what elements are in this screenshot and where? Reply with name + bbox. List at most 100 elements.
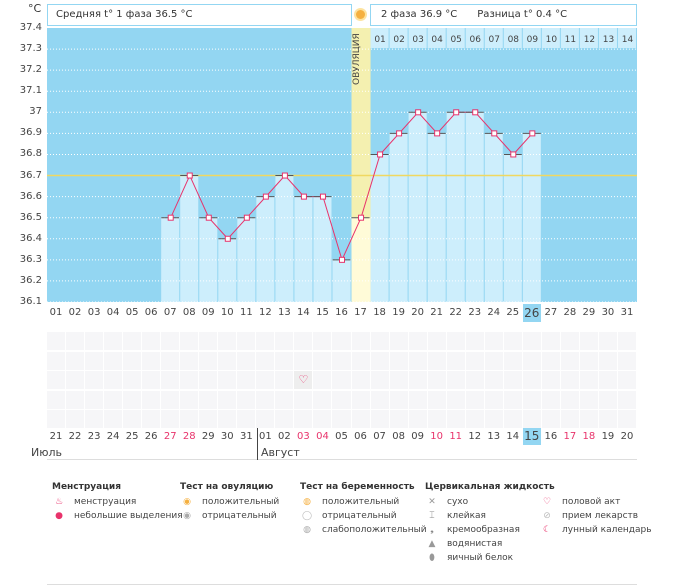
event-cell[interactable] <box>503 351 522 370</box>
cycle-day-label[interactable]: 10 <box>220 307 234 318</box>
event-cell[interactable] <box>123 351 142 370</box>
event-cell[interactable] <box>370 332 389 350</box>
event-cell[interactable] <box>389 390 408 409</box>
event-cell[interactable] <box>484 371 503 389</box>
event-cell[interactable] <box>446 371 465 389</box>
event-cell[interactable] <box>446 351 465 370</box>
cycle-day-label[interactable]: 18 <box>373 307 386 318</box>
event-cell[interactable] <box>332 371 351 389</box>
event-cell[interactable] <box>579 410 598 428</box>
event-cell[interactable] <box>598 410 617 428</box>
event-cell[interactable] <box>522 371 541 389</box>
event-cell[interactable] <box>503 410 522 428</box>
calendar-date-label[interactable]: 29 <box>201 431 215 442</box>
event-cell[interactable] <box>180 371 199 389</box>
event-cell[interactable] <box>237 351 256 370</box>
event-cell[interactable] <box>104 371 123 389</box>
calendar-date-label[interactable]: 08 <box>392 431 405 442</box>
event-cell[interactable] <box>332 351 351 370</box>
event-cell[interactable] <box>503 371 522 389</box>
calendar-date-label[interactable]: 17 <box>563 431 577 442</box>
cycle-day-label[interactable]: 24 <box>487 307 501 318</box>
event-cell[interactable] <box>465 332 484 350</box>
cycle-day-label[interactable]: 03 <box>87 307 101 318</box>
event-cell[interactable] <box>142 371 161 389</box>
event-cell[interactable] <box>256 410 275 428</box>
calendar-date-label[interactable]: 25 <box>125 431 139 442</box>
event-cell[interactable] <box>541 371 560 389</box>
event-cell[interactable] <box>617 371 636 389</box>
event-cell[interactable] <box>351 351 370 370</box>
event-cell[interactable] <box>503 332 522 350</box>
event-cell[interactable] <box>522 390 541 409</box>
calendar-date-label[interactable]: 27 <box>163 431 177 442</box>
calendar-date-label[interactable]: 15 <box>522 428 541 445</box>
cycle-day-label[interactable]: 29 <box>582 307 596 318</box>
event-cell[interactable] <box>560 390 579 409</box>
event-cell[interactable] <box>218 332 237 350</box>
cycle-day-label[interactable]: 20 <box>411 307 424 318</box>
calendar-date-label[interactable]: 11 <box>449 431 463 442</box>
event-cell[interactable] <box>427 371 446 389</box>
event-cell[interactable] <box>237 390 256 409</box>
cycle-day-label[interactable]: 05 <box>125 307 139 318</box>
event-cell[interactable] <box>427 332 446 350</box>
event-cell[interactable] <box>275 390 294 409</box>
calendar-date-label[interactable]: 31 <box>239 431 253 442</box>
event-cell[interactable] <box>199 371 218 389</box>
event-cell[interactable] <box>294 390 313 409</box>
event-cell[interactable] <box>218 410 237 428</box>
event-cell[interactable] <box>104 390 123 409</box>
event-cell[interactable] <box>85 332 104 350</box>
event-cell[interactable] <box>560 371 579 389</box>
event-cell[interactable] <box>351 371 370 389</box>
event-cell[interactable] <box>560 351 579 370</box>
event-cell[interactable] <box>47 390 66 409</box>
event-cell[interactable] <box>85 351 104 370</box>
cycle-day-label[interactable]: 14 <box>297 307 310 318</box>
event-cell[interactable] <box>66 371 85 389</box>
cycle-day-label[interactable]: 08 <box>182 307 196 318</box>
calendar-date-label[interactable]: 02 <box>278 431 291 442</box>
event-cell[interactable] <box>617 351 636 370</box>
event-cell[interactable] <box>503 390 522 409</box>
event-cell[interactable] <box>142 351 161 370</box>
calendar-date-label[interactable]: 12 <box>468 431 482 442</box>
event-cell[interactable] <box>446 410 465 428</box>
event-cell[interactable] <box>294 332 313 350</box>
event-cell[interactable] <box>161 410 180 428</box>
event-cell[interactable] <box>408 371 427 389</box>
event-cell[interactable] <box>66 390 85 409</box>
event-cell[interactable] <box>161 351 180 370</box>
event-cell[interactable] <box>313 332 332 350</box>
calendar-date-label[interactable]: 05 <box>335 431 348 442</box>
cycle-day-label[interactable]: 09 <box>201 307 215 318</box>
event-cell[interactable] <box>218 390 237 409</box>
event-cell[interactable] <box>142 390 161 409</box>
calendar-date-label[interactable]: 21 <box>49 431 63 442</box>
event-cell[interactable] <box>199 351 218 370</box>
calendar-date-label[interactable]: 13 <box>487 431 501 442</box>
event-cell[interactable] <box>180 410 199 428</box>
event-cell[interactable] <box>237 332 256 350</box>
event-cell[interactable] <box>370 371 389 389</box>
cycle-day-label[interactable]: 16 <box>335 307 348 318</box>
event-cell[interactable] <box>218 351 237 370</box>
event-cell[interactable] <box>313 390 332 409</box>
cycle-day-label[interactable]: 26 <box>522 304 541 322</box>
event-cell[interactable] <box>370 410 389 428</box>
event-cell[interactable] <box>408 351 427 370</box>
event-cell[interactable] <box>142 410 161 428</box>
event-cell[interactable] <box>313 371 332 389</box>
event-cell[interactable] <box>199 410 218 428</box>
event-cell[interactable] <box>579 332 598 350</box>
event-cell[interactable] <box>275 371 294 389</box>
event-cell[interactable] <box>199 332 218 350</box>
event-cell[interactable] <box>47 351 66 370</box>
calendar-date-label[interactable]: 23 <box>87 431 101 442</box>
event-cell[interactable] <box>66 351 85 370</box>
event-cell[interactable] <box>522 351 541 370</box>
cycle-day-label[interactable]: 07 <box>163 307 177 318</box>
event-cell[interactable] <box>256 390 275 409</box>
event-cell[interactable] <box>579 371 598 389</box>
